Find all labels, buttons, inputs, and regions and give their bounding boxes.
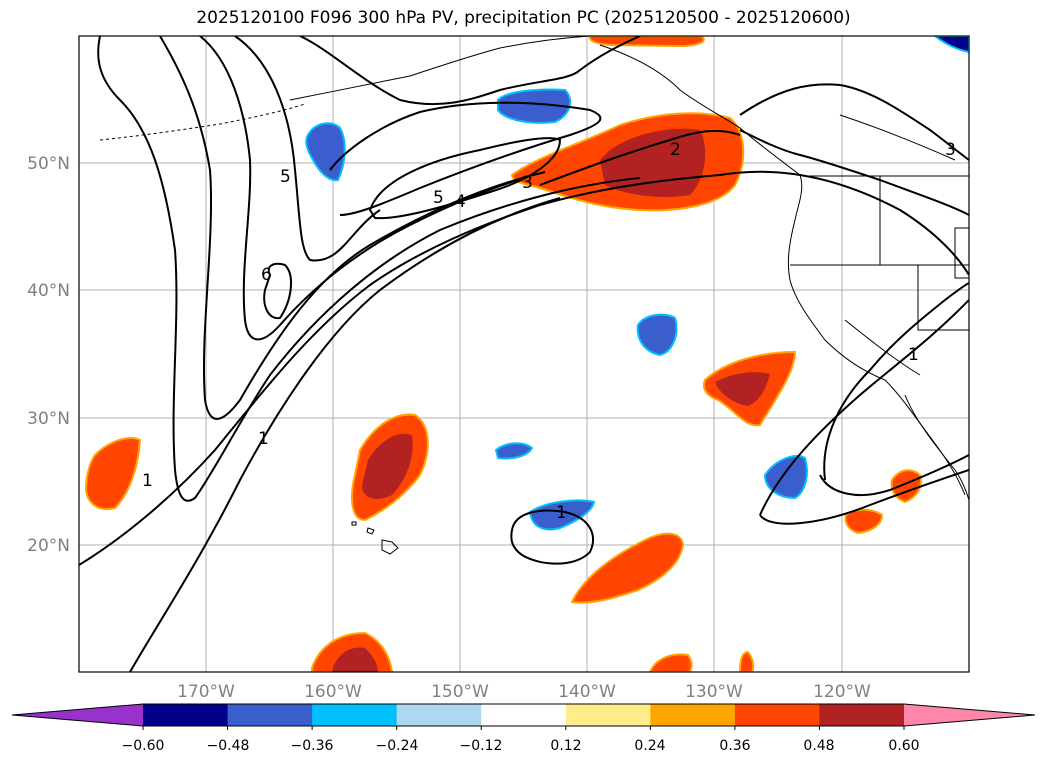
lat-tick-labels: 50°N 40°N 30°N 20°N [27,154,70,556]
lat-label-50n: 50°N [27,154,70,174]
lon-label-140w: 140°W [558,682,616,702]
lat-label-40n: 40°N [27,281,70,301]
colorbar-tick-label: −0.36 [291,738,334,754]
precip-positive-areas [84,36,922,672]
contour-label-1a: 1 [258,429,269,449]
colorbar-segment [734,704,820,726]
colorbar-segment [312,704,398,726]
colorbar-extend-min [12,704,143,726]
coastlines [99,36,969,555]
lat-label-30n: 30°N [27,409,70,429]
pv-contours [79,36,969,672]
contour-label-3a: 3 [522,173,533,193]
colorbar-tick-label: 0.24 [634,738,665,754]
lon-label-160w: 160°W [304,682,362,702]
colorbar-extend-max [904,704,1035,726]
colorbar-tick-label: 0.60 [888,738,919,754]
contour-label-3b: 3 [945,140,956,160]
contour-label-1b: 1 [142,471,153,491]
colorbar-segment [396,704,482,726]
colorbar-tick-label: 0.48 [803,738,834,754]
colorbar-segment [565,704,651,726]
colorbar-tick-label: 0.12 [550,738,581,754]
colorbar-ticks: −0.60 −0.48 −0.36 −0.24 −0.12 0.12 0.24 … [122,738,920,754]
colorbar-tick-label: −0.60 [122,738,165,754]
contour-label-4: 4 [455,192,466,212]
colorbar-segment [819,704,905,726]
contour-label-5b: 5 [433,188,444,208]
colorbar [11,703,1036,730]
map-panel [79,36,969,672]
gridlines [79,36,969,672]
map-title: 2025120100 F096 300 hPa PV, precipitatio… [196,8,851,28]
colorbar-tick-label: 0.36 [719,738,750,754]
lon-label-120w: 120°W [813,682,871,702]
contour-label-1d: 1 [908,345,919,365]
colorbar-tick-label: −0.48 [207,738,250,754]
contour-labels: 5 6 5 4 3 2 1 1 1 3 1 [142,140,956,523]
colorbar-segment [650,704,736,726]
contour-label-6: 6 [261,265,272,285]
lon-label-150w: 150°W [431,682,489,702]
colorbar-tick-label: −0.12 [460,738,503,754]
colorbar-segment [481,704,567,726]
contour-label-2: 2 [670,140,681,160]
contour-label-1c: 1 [556,503,567,523]
colorbar-segment [227,704,313,726]
lon-label-130w: 130°W [685,682,743,702]
colorbar-tick-label: −0.24 [376,738,419,754]
lat-label-20n: 20°N [27,536,70,556]
map-border [78,35,970,673]
lon-tick-labels: 170°W 160°W 150°W 140°W 130°W 120°W [177,682,871,702]
lon-label-170w: 170°W [177,682,235,702]
contour-label-5a: 5 [280,167,291,187]
colorbar-segment [143,704,229,726]
